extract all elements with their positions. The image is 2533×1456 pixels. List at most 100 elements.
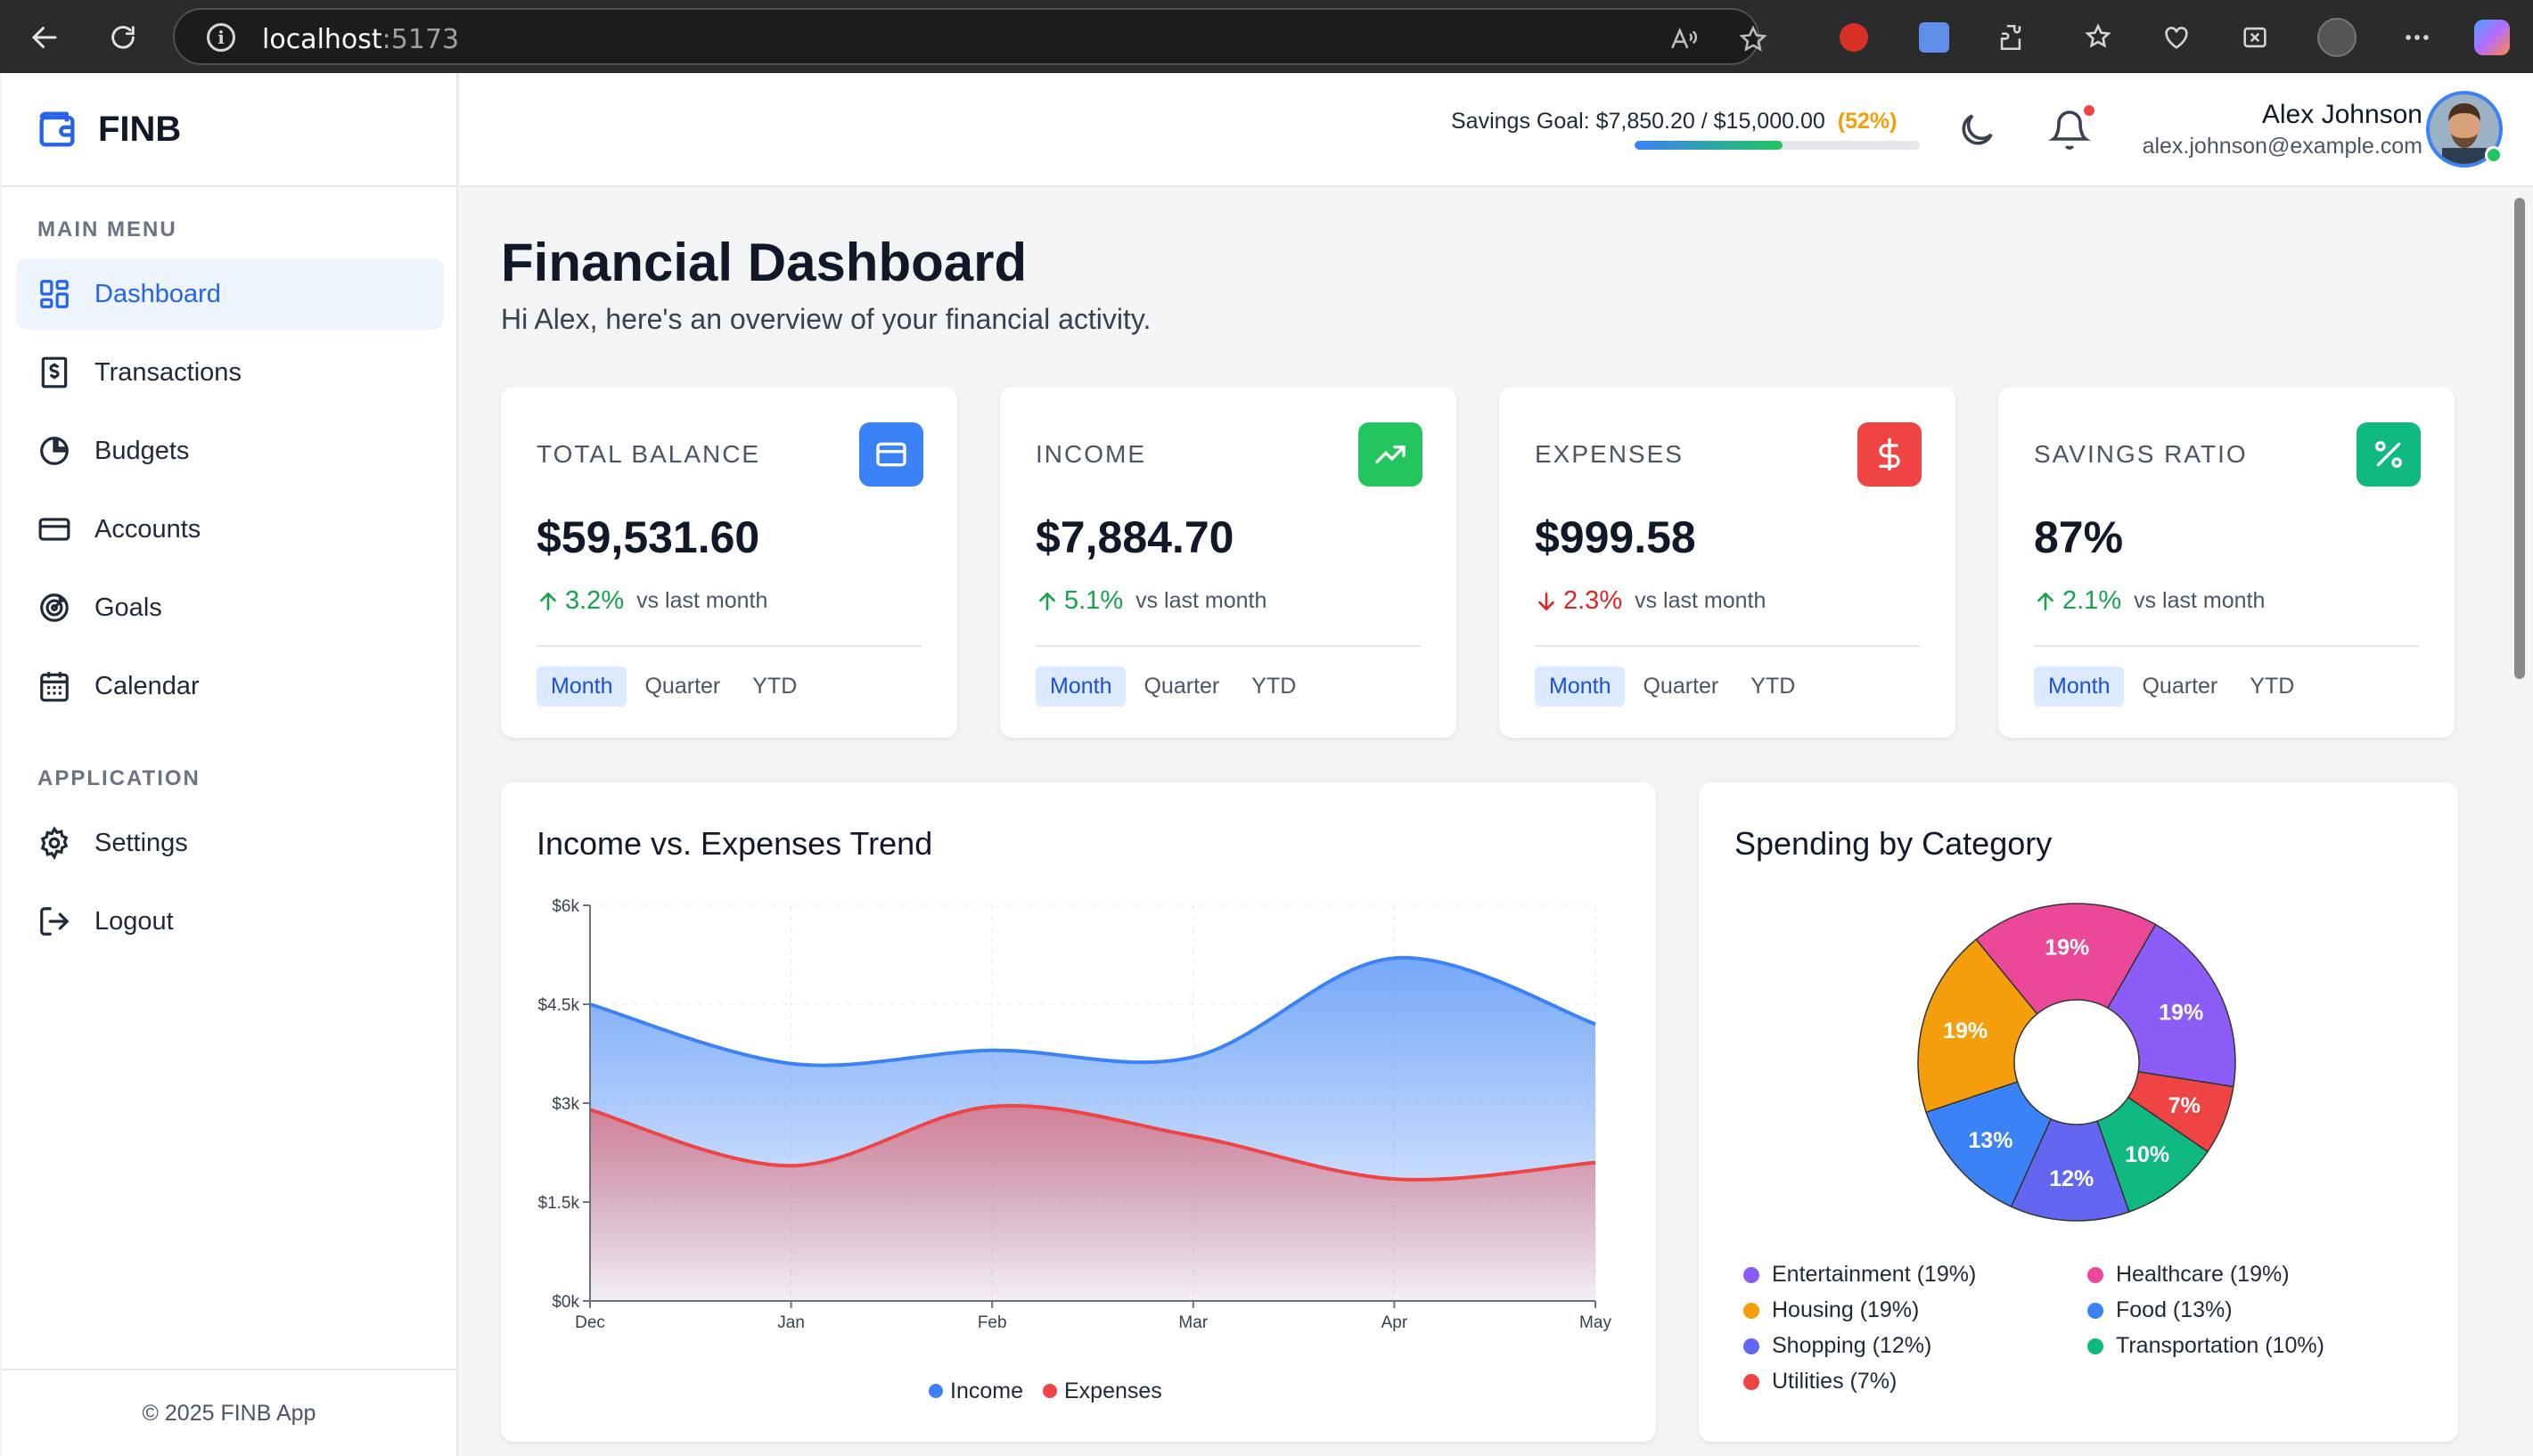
pie-slice[interactable] bbox=[1975, 903, 2157, 1015]
x-tick-label: May bbox=[1579, 1313, 1611, 1332]
avatar-portrait-icon bbox=[2430, 94, 2499, 164]
legend-item[interactable]: Entertainment (19%) bbox=[1743, 1262, 1976, 1288]
pie-chart-icon bbox=[40, 437, 69, 465]
reload-button[interactable] bbox=[103, 18, 143, 57]
site-info-icon[interactable]: i bbox=[207, 23, 235, 52]
sidebar-item-transactions[interactable]: Transactions bbox=[16, 337, 444, 408]
legend-dot bbox=[1743, 1302, 1759, 1319]
pie-slice[interactable] bbox=[2106, 923, 2236, 1088]
legend-label: Expenses bbox=[1064, 1378, 1162, 1403]
favorites-icon[interactable] bbox=[2078, 18, 2118, 57]
spending-pie-chart[interactable]: 19% 7% 10% 12% 13% 19% 19% bbox=[1699, 782, 2458, 1442]
divider bbox=[1036, 645, 1421, 647]
tab-quarter[interactable]: Quarter bbox=[2142, 674, 2218, 699]
tab-month[interactable]: Month bbox=[1535, 667, 1626, 707]
legend-dot bbox=[929, 1384, 943, 1398]
health-icon[interactable] bbox=[2157, 18, 2196, 57]
series-line-income[interactable] bbox=[589, 955, 1596, 1067]
sidebar-item-budgets[interactable]: Budgets bbox=[16, 415, 444, 487]
legend-item[interactable]: Expenses bbox=[1043, 1378, 1162, 1403]
read-aloud-icon[interactable] bbox=[1668, 24, 1699, 54]
x-tick-label: Jan bbox=[777, 1313, 805, 1332]
arrow-left-icon bbox=[31, 27, 57, 48]
legend-dot bbox=[1043, 1384, 1057, 1398]
stat-change: 5.1% vs last month bbox=[1036, 586, 1266, 616]
sidebar-item-logout[interactable]: Logout bbox=[16, 886, 444, 957]
pie-slice[interactable] bbox=[1917, 938, 2038, 1114]
pie-slice[interactable] bbox=[2010, 1117, 2130, 1222]
tab-ytd[interactable]: YTD bbox=[1750, 674, 1796, 699]
period-tabs: Month Quarter YTD bbox=[1036, 667, 1310, 707]
screenshot-icon[interactable] bbox=[2235, 18, 2275, 57]
legend-dot bbox=[2087, 1302, 2103, 1319]
ext-shield-icon[interactable] bbox=[1834, 18, 1873, 57]
area-expenses bbox=[590, 1105, 1595, 1301]
sidebar-item-goals[interactable]: Goals bbox=[16, 572, 444, 643]
trending-up-icon bbox=[1358, 422, 1422, 487]
back-button[interactable] bbox=[25, 18, 64, 57]
sidebar-item-accounts[interactable]: Accounts bbox=[16, 494, 444, 565]
tab-ytd[interactable]: YTD bbox=[1251, 674, 1297, 699]
stat-delta-suffix: vs last month bbox=[1135, 588, 1267, 613]
legend-item[interactable]: Income bbox=[929, 1378, 1023, 1403]
tab-month[interactable]: Month bbox=[537, 667, 627, 707]
wallet-icon bbox=[39, 111, 75, 147]
online-status-dot bbox=[2485, 146, 2503, 164]
sidebar-item-settings[interactable]: Settings bbox=[16, 807, 444, 879]
tab-month[interactable]: Month bbox=[1036, 667, 1127, 707]
favorite-star-icon[interactable] bbox=[1738, 24, 1768, 54]
legend-dot bbox=[1743, 1373, 1759, 1390]
address-bar[interactable]: i localhost:5173 bbox=[173, 8, 1767, 65]
avatar[interactable] bbox=[2426, 91, 2503, 168]
legend-item[interactable]: Transportation (10%) bbox=[2087, 1333, 2324, 1359]
tab-ytd[interactable]: YTD bbox=[752, 674, 798, 699]
bell-icon[interactable] bbox=[2048, 109, 2091, 151]
stat-title: EXPENSES bbox=[1535, 440, 1684, 468]
dollar-icon bbox=[1857, 422, 1922, 487]
tab-month[interactable]: Month bbox=[2034, 667, 2125, 707]
legend-label: Shopping (12%) bbox=[1772, 1333, 1932, 1358]
copilot-icon[interactable] bbox=[2472, 18, 2512, 57]
stat-change: 2.3% vs last month bbox=[1535, 586, 1766, 616]
x-tick-label: Feb bbox=[978, 1313, 1007, 1332]
scrollbar[interactable] bbox=[2506, 187, 2533, 1456]
sidebar-footer: © 2025 FINB App bbox=[2, 1369, 456, 1456]
sidebar-item-label: Calendar bbox=[94, 671, 200, 700]
legend-item[interactable]: Food (13%) bbox=[2087, 1297, 2233, 1323]
stat-title: INCOME bbox=[1036, 440, 1146, 468]
stat-card-income: INCOME $7,884.70 5.1% vs last month Mont… bbox=[1000, 387, 1456, 738]
user-email: alex.johnson@example.com bbox=[2142, 134, 2422, 159]
main-menu-label: MAIN MENU bbox=[37, 217, 177, 241]
app-logo[interactable]: FINB bbox=[2, 73, 456, 187]
pie-slice[interactable] bbox=[1925, 1081, 2053, 1208]
legend-item[interactable]: Shopping (12%) bbox=[1743, 1333, 1931, 1359]
notification-dot bbox=[2084, 105, 2094, 116]
sidebar-item-dashboard[interactable]: Dashboard bbox=[16, 258, 444, 330]
page-title: Financial Dashboard bbox=[501, 233, 1028, 292]
moon-icon[interactable] bbox=[1955, 109, 1998, 151]
tab-quarter[interactable]: Quarter bbox=[1643, 674, 1719, 699]
legend-item[interactable]: Healthcare (19%) bbox=[2087, 1262, 2290, 1288]
sidebar-item-calendar[interactable]: Calendar bbox=[16, 650, 444, 722]
tab-quarter[interactable]: Quarter bbox=[644, 674, 721, 699]
period-tabs: Month Quarter YTD bbox=[537, 667, 811, 707]
series-line-expenses[interactable] bbox=[589, 1103, 1596, 1182]
tab-ytd[interactable]: YTD bbox=[2250, 674, 2295, 699]
x-tick-label: Mar bbox=[1178, 1313, 1208, 1332]
ext-puzzle-blue-icon[interactable] bbox=[1914, 18, 1954, 57]
legend-item[interactable]: Utilities (7%) bbox=[1743, 1369, 1897, 1395]
profile-icon[interactable] bbox=[2317, 18, 2357, 57]
legend-label: Transportation (10%) bbox=[2116, 1333, 2324, 1358]
tab-quarter[interactable]: Quarter bbox=[1144, 674, 1220, 699]
more-menu-icon[interactable] bbox=[2398, 18, 2437, 57]
scrollbar-thumb[interactable] bbox=[2514, 198, 2525, 679]
legend-dot bbox=[1743, 1266, 1759, 1283]
stat-change: 3.2% vs last month bbox=[537, 586, 767, 616]
legend-item[interactable]: Housing (19%) bbox=[1743, 1297, 1919, 1323]
stat-change: 2.1% vs last month bbox=[2034, 586, 2265, 616]
divider bbox=[1535, 645, 1920, 647]
period-tabs: Month Quarter YTD bbox=[2034, 667, 2308, 707]
stat-title: TOTAL BALANCE bbox=[537, 440, 761, 468]
extensions-icon[interactable] bbox=[1991, 18, 2030, 57]
